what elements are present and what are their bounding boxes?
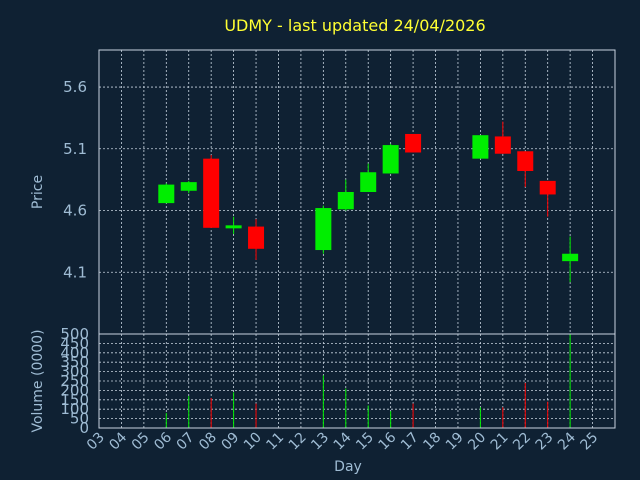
x-tick-label: 16 [376,429,400,453]
volume-y-tick-label: 400 [60,344,89,362]
candle-body-14 [337,192,354,210]
volume-y-tick-label: 250 [60,372,89,390]
candle-body-13 [315,208,332,251]
x-axis-label: Day [334,459,362,475]
price-gridlines [99,50,615,334]
candle-body-10 [248,226,265,249]
candle-body-07 [180,182,197,191]
x-tick-label: 12 [286,430,310,454]
volume-bars [165,334,571,428]
chart-title: UDMY - last updated 24/04/2026 [224,16,485,35]
volume-y-tick-label: 200 [60,381,89,399]
x-tick-label: 22 [510,430,534,454]
candle-body-17 [405,133,422,153]
candle-body-22 [517,151,534,172]
x-tick-label: 14 [331,429,355,453]
x-tick-label: 15 [353,430,377,454]
candle-body-20 [472,135,489,159]
x-tick-label: 10 [241,430,265,454]
candles [158,121,579,283]
candle-body-24 [562,253,579,262]
x-tick-label: 18 [420,430,444,454]
candle-body-21 [494,136,511,154]
price-y-tick-label: 4.6 [63,202,87,220]
candle-body-23 [539,180,556,195]
volume-y-tick-label: 350 [60,353,89,371]
x-tick-label: 25 [577,430,601,454]
x-tick-label: 24 [555,429,579,453]
candle-body-16 [382,145,399,174]
x-tick-label: 06 [151,429,175,453]
volume-panel-frame [98,333,616,429]
price-y-tick-labels: 4.1 4.6 5.1 5.6 [63,78,87,281]
x-tick-labels: 0304050607080910111213141516171819202122… [84,429,601,453]
volume-y-tick-label: 500 [60,325,89,343]
candle-body-06 [158,184,175,204]
price-panel-frame [98,49,616,335]
volume-y-tick-label: 50 [70,410,89,428]
candle-body-08 [203,158,220,228]
price-y-tick-label: 5.1 [63,140,87,158]
x-tick-label: 09 [219,430,243,454]
x-tick-label: 05 [129,430,153,454]
x-tick-label: 07 [174,430,198,454]
volume-y-tick-label: 100 [60,400,89,418]
volume-axis-label: Volume (0000) [30,329,46,432]
x-tick-label: 08 [196,430,220,454]
volume-gridlines [99,334,615,428]
price-axis-label: Price [30,175,46,209]
volume-y-tick-label: 0 [79,419,89,437]
x-tick-label: 04 [106,429,130,453]
x-tick-label: 19 [443,430,467,454]
price-y-tick-label: 5.6 [63,78,87,96]
candle-body-09 [225,225,242,229]
x-tick-label: 20 [465,430,489,454]
x-tick-label: 21 [488,430,512,454]
volume-y-tick-label: 450 [60,334,89,352]
x-tick-label: 11 [263,430,287,454]
x-tick-label: 13 [308,430,332,454]
x-tick-label: 23 [533,430,557,454]
price-y-tick-label: 4.1 [63,263,87,281]
volume-y-tick-label: 300 [60,363,89,381]
candle-body-15 [360,172,377,192]
volume-y-tick-label: 150 [60,391,89,409]
x-tick-label: 17 [398,430,422,454]
